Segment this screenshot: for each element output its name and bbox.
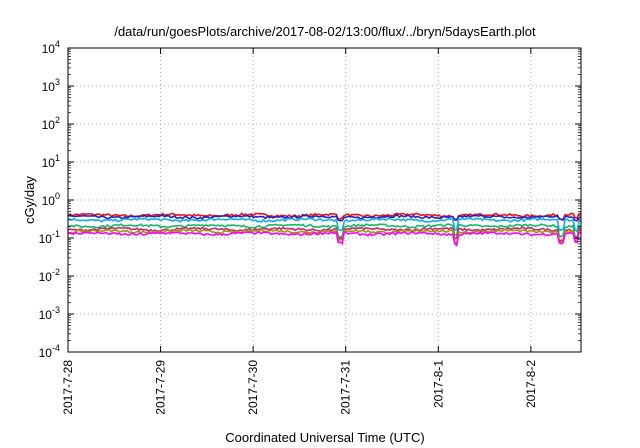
y-tick-label: 102 [42,115,60,132]
y-tick-label: 101 [42,153,60,170]
series-line [67,228,582,245]
y-tick-label: 104 [42,39,60,56]
x-tick-label: 2017-7-29 [154,360,168,415]
x-tick-label: 2017-7-28 [61,360,75,415]
series-line [67,217,582,233]
series-line [67,223,582,239]
y-tick-label: 10-2 [39,267,60,284]
y-tick-label: 10-3 [39,305,60,322]
grid-lines [68,48,581,352]
chart-title: /data/run/goesPlots/archive/2017-08-02/1… [114,24,536,39]
y-tick-label: 10-4 [39,343,60,360]
x-tick-label: 2017-8-1 [431,360,445,408]
y-tick-label: 100 [42,191,60,208]
series-line [67,214,582,222]
x-axis-label: Coordinated Universal Time (UTC) [225,430,424,445]
y-tick-labels: 10-4 10-3 10-2 10-1 100 101 102 103 104 [39,39,60,360]
y-tick-label: 103 [42,77,60,94]
y-axis-label: cGy/day [22,176,37,224]
series-line [67,212,582,221]
x-tick-labels: 2017-7-28 2017-7-29 2017-7-30 2017-7-31 2017… [61,360,538,415]
series-line [67,231,582,247]
x-tick-label: 2017-7-30 [246,360,260,415]
y-tick-label: 10-1 [39,229,60,246]
x-tick-label: 2017-8-2 [524,360,538,408]
x-tick-label: 2017-7-31 [339,360,353,415]
tick-marks [67,47,581,353]
series-lines [67,212,582,247]
